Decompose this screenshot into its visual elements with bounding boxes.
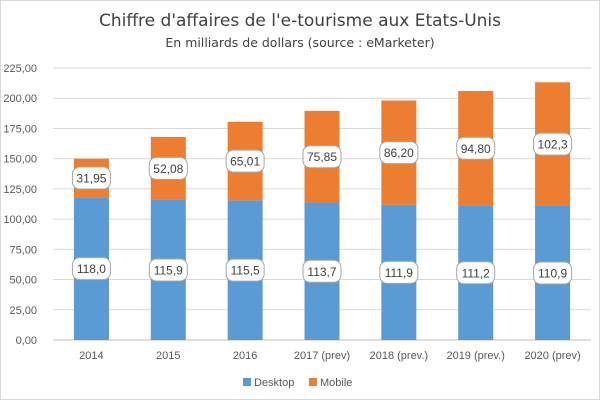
- y-tick-label: 50,00: [9, 275, 37, 287]
- data-label-box: [456, 136, 496, 160]
- y-tick-label: 125,00: [3, 184, 37, 196]
- data-label-mobile: 94,80: [461, 142, 491, 156]
- legend-swatch-desktop: [243, 378, 251, 386]
- x-tick-label: 2020 (prev): [524, 350, 580, 362]
- data-label-desktop: 113,7: [307, 265, 336, 279]
- x-tick-label: 2017 (prev): [294, 350, 350, 362]
- legend-label-desktop: Desktop: [254, 377, 294, 389]
- data-label-mobile: 75,85: [307, 150, 337, 164]
- data-label-box: [225, 258, 265, 282]
- x-tick-label: 2014: [79, 350, 103, 362]
- data-label-box: [71, 257, 111, 281]
- data-label-box: [456, 261, 496, 285]
- legend-label-mobile: Mobile: [320, 377, 352, 389]
- data-label-desktop: 110,9: [538, 266, 567, 280]
- y-tick-label: 100,00: [3, 214, 37, 226]
- data-label-box: [225, 149, 265, 173]
- y-tick-label: 75,00: [9, 244, 37, 256]
- data-label-box: [71, 166, 111, 190]
- data-label-mobile: 52,08: [153, 162, 183, 176]
- legend-swatch-mobile: [309, 378, 317, 386]
- data-label-mobile: 102,3: [538, 138, 568, 152]
- y-tick-label: 25,00: [9, 305, 37, 317]
- y-tick-label: 225,00: [3, 63, 37, 75]
- data-label-box: [148, 156, 188, 180]
- data-label-desktop: 115,9: [154, 263, 183, 277]
- y-tick-label: 200,00: [3, 93, 37, 105]
- y-tick-label: 0,00: [16, 335, 37, 347]
- y-tick-label: 150,00: [3, 154, 37, 166]
- x-tick-label: 2016: [233, 350, 257, 362]
- data-label-desktop: 115,5: [231, 264, 260, 278]
- x-tick-label: 2019 (prev.): [446, 350, 505, 362]
- data-label-box: [533, 261, 573, 285]
- data-label-desktop: 111,9: [385, 266, 414, 280]
- data-label-desktop: 111,2: [462, 266, 491, 280]
- data-label-mobile: 31,95: [76, 172, 106, 186]
- chart-title: Chiffre d'affaires de l'e-tourisme aux E…: [98, 11, 502, 31]
- data-label-mobile: 65,01: [230, 155, 260, 169]
- chart-subtitle: En milliards de dollars (source : eMarke…: [165, 35, 435, 50]
- data-label-box: [148, 258, 188, 282]
- data-label-box: [302, 259, 342, 283]
- data-label-mobile: 86,20: [384, 146, 414, 160]
- data-label-box: [302, 145, 342, 169]
- data-label-box: [533, 132, 573, 156]
- data-label-desktop: 118,0: [77, 262, 106, 276]
- x-tick-label: 2015: [156, 350, 180, 362]
- y-tick-label: 175,00: [3, 123, 37, 135]
- data-label-box: [379, 260, 419, 284]
- x-tick-label: 2018 (prev.): [370, 350, 429, 362]
- data-label-box: [379, 141, 419, 165]
